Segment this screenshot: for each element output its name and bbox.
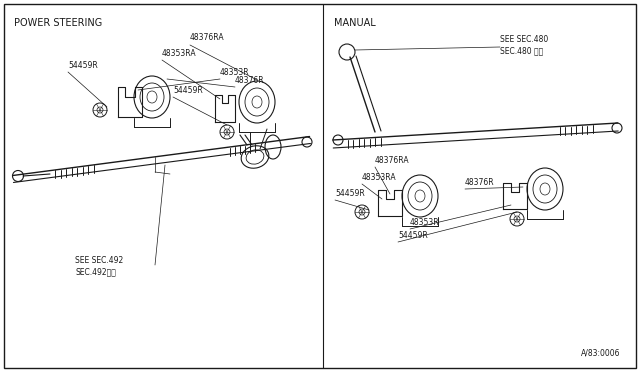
Text: 54459R: 54459R — [68, 61, 98, 70]
Text: A/83:0006: A/83:0006 — [580, 349, 620, 358]
Text: 48353R: 48353R — [410, 218, 440, 227]
Text: 54459R: 54459R — [398, 231, 428, 240]
Text: 48353RA: 48353RA — [362, 173, 397, 182]
Text: SEC.480 参照: SEC.480 参照 — [500, 46, 543, 55]
Text: 48376RA: 48376RA — [375, 156, 410, 165]
Text: SEE SEC.480: SEE SEC.480 — [500, 35, 548, 44]
Text: POWER STEERING: POWER STEERING — [14, 18, 102, 28]
Text: 48353RA: 48353RA — [162, 49, 196, 58]
Text: 54459R: 54459R — [335, 189, 365, 198]
Text: 48376R: 48376R — [235, 76, 264, 85]
Text: MANUAL: MANUAL — [334, 18, 376, 28]
Text: 54459R: 54459R — [173, 86, 203, 95]
Text: 48376R: 48376R — [465, 178, 495, 187]
Text: SEE SEC.492: SEE SEC.492 — [75, 256, 124, 265]
Text: SEC.492参照: SEC.492参照 — [75, 267, 116, 276]
Text: 48376RA: 48376RA — [190, 33, 225, 42]
Text: 48353R: 48353R — [220, 68, 250, 77]
